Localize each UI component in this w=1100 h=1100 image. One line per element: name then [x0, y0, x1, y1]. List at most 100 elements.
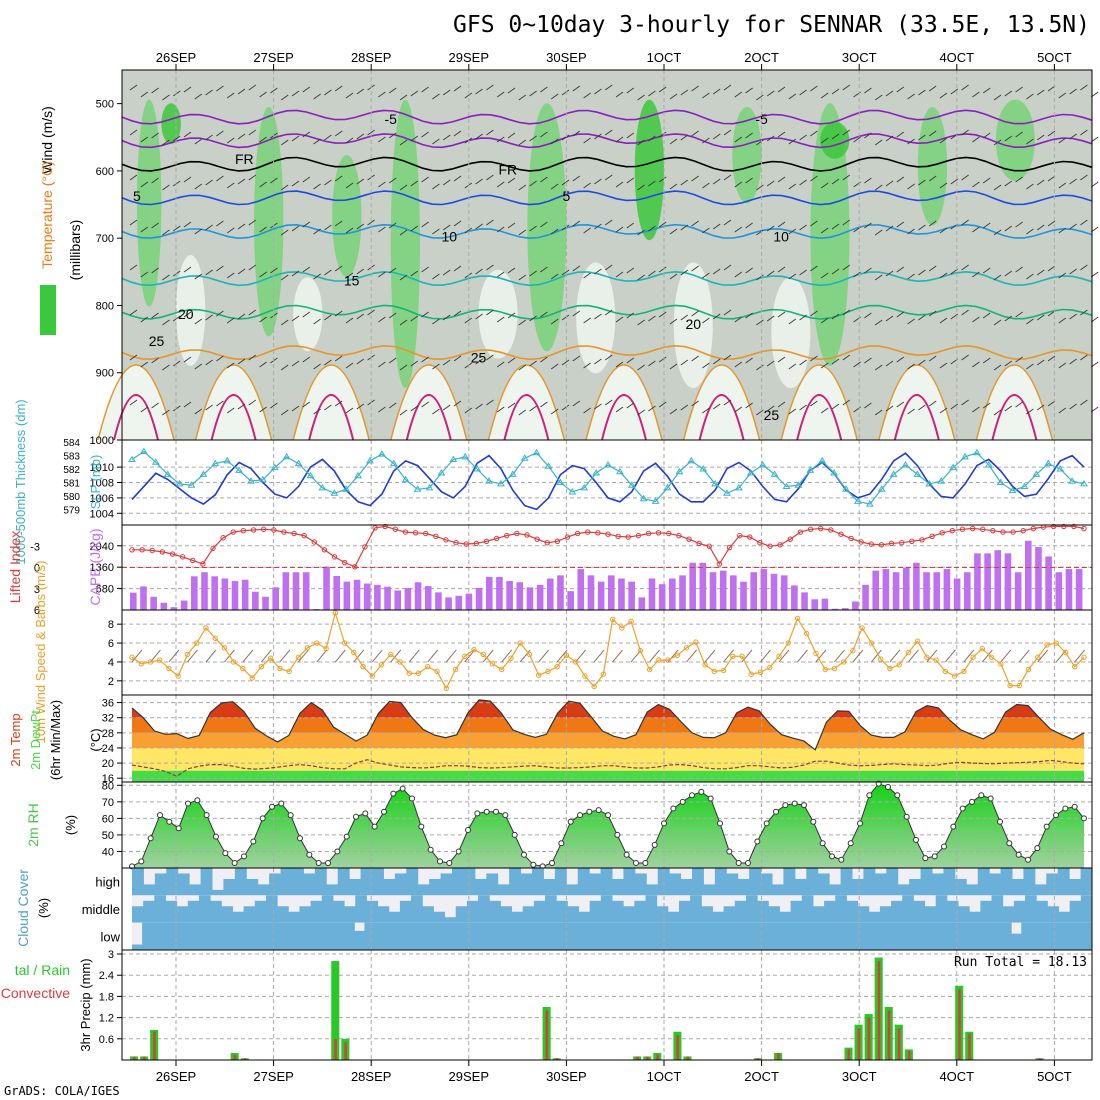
wind-barb [248, 309, 257, 316]
li-point [747, 534, 753, 540]
wind-barb [1069, 268, 1077, 275]
wind-barb [680, 269, 689, 276]
wind-barb [550, 93, 559, 100]
wind-barb [777, 176, 786, 183]
top-day-label: 2OCT [744, 50, 779, 65]
cape-bar [882, 569, 890, 610]
cloud-cell [829, 884, 842, 896]
precip-tick-label: 2.4 [99, 970, 114, 982]
wind-barb [853, 361, 861, 368]
li-point [190, 557, 196, 564]
wind-barb [259, 361, 267, 368]
thickness-point [473, 465, 481, 472]
thickness-point [461, 452, 470, 460]
wind-speed-point [1081, 654, 1087, 660]
temp-tick-label: 32 [102, 713, 114, 725]
pressure-tick-label: 1000 [90, 435, 114, 447]
li-tick-label: 6 [34, 605, 40, 617]
wind-barb [788, 273, 797, 280]
cloud-cell [1025, 895, 1037, 923]
wind-barb [680, 359, 689, 366]
wind-speed-point [887, 665, 893, 672]
wind-barb [594, 313, 602, 320]
cloud-cell [869, 922, 881, 950]
wind-barb [939, 317, 948, 324]
wind-barb [442, 89, 451, 96]
thickness-point [366, 456, 374, 464]
wind-barb [972, 181, 980, 188]
li-point [362, 544, 368, 550]
wind-barb [194, 273, 203, 280]
wind-barb [183, 131, 192, 138]
cloud-cell [849, 922, 861, 950]
wind-barb [1036, 134, 1045, 141]
cloud-cell [132, 868, 144, 896]
li-point [281, 529, 287, 535]
wind-barb [648, 360, 656, 367]
wind-speed-point [757, 669, 764, 676]
wind-barb [248, 219, 257, 226]
rh-point [791, 800, 798, 807]
cloud-cell [273, 922, 285, 950]
wind-speed-point [452, 666, 459, 673]
li-point [635, 532, 642, 539]
wind-speed-point [693, 639, 699, 645]
wind-barb [593, 649, 605, 663]
thickness-point [556, 478, 565, 485]
cloud-cell [566, 922, 578, 950]
isotherm-label: -5 [755, 111, 768, 127]
rh-point [315, 860, 322, 867]
rh-point [241, 853, 247, 860]
cloud-cell [394, 922, 406, 950]
thickness-point [711, 479, 719, 487]
slp-line [131, 452, 1085, 511]
wind-barb [334, 130, 343, 137]
wind-barb [1047, 310, 1056, 317]
cape-bar [780, 575, 788, 610]
wind-barb [745, 177, 753, 184]
wind-barb [658, 266, 667, 273]
li-point [271, 527, 277, 533]
isotherm-label: 10 [773, 229, 789, 245]
temp-band [132, 732, 1084, 748]
cloud-cell [372, 868, 384, 896]
wind-barb [630, 649, 642, 663]
wind-barb [961, 84, 969, 91]
bottom-day-label: 3OCT [842, 1069, 877, 1084]
wind-barb [399, 229, 408, 236]
wind-barb [194, 363, 203, 370]
thickness-point [925, 479, 934, 487]
wind-barb [194, 93, 203, 100]
wind-barb [777, 311, 786, 318]
wind-barb [507, 132, 516, 139]
cloud-cell [712, 911, 725, 923]
thickness-point [830, 469, 838, 476]
wind-barb [939, 137, 948, 144]
wind-barb [313, 138, 321, 145]
wind-barb [172, 135, 181, 142]
thickness-point [128, 455, 136, 463]
wind-barb [907, 318, 915, 325]
wind-barb [885, 405, 894, 412]
wind-barb [874, 409, 883, 416]
wind-barb [939, 407, 948, 414]
wind-barb [594, 358, 602, 365]
cloud-cell [798, 922, 810, 950]
wind-barb [680, 224, 689, 231]
wind-barb [831, 178, 840, 185]
hot-isotherm [308, 394, 355, 441]
wind-barb [280, 139, 289, 146]
wind-barb [356, 178, 365, 185]
wind-speed-point [600, 671, 607, 677]
wind-barb [496, 406, 505, 413]
wind-speed-point [184, 651, 191, 658]
cloud-cell [495, 922, 507, 950]
wind-barb [648, 135, 656, 142]
wind-barb [648, 180, 656, 187]
rh-tick-label: 70 [102, 797, 114, 809]
rh-point [903, 813, 910, 820]
wind-speed-point [767, 664, 773, 671]
wind-barb [172, 225, 181, 232]
cloud-cell [520, 873, 533, 896]
wind-barb [842, 219, 851, 226]
